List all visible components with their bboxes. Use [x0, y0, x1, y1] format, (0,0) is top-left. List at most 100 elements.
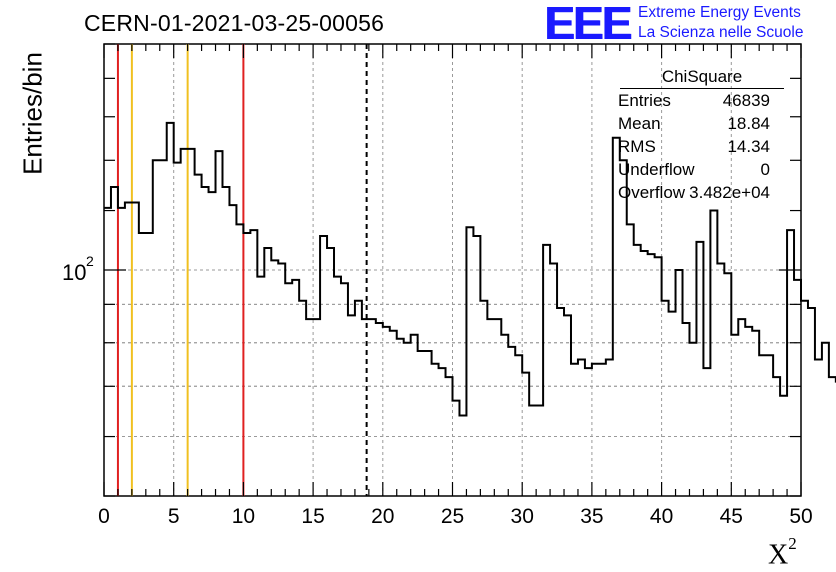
histogram-bin	[759, 355, 766, 496]
histogram-bin	[404, 343, 411, 496]
histogram-bin	[250, 230, 257, 496]
histogram-bin	[209, 192, 216, 496]
y-tick-label: 10	[62, 260, 86, 285]
stats-value: 0	[760, 160, 770, 179]
histogram-bin	[480, 301, 487, 496]
stats-key: Underflow	[618, 160, 695, 179]
histogram-bin	[703, 368, 710, 496]
histogram-bin	[766, 355, 773, 496]
histogram-bin	[662, 301, 669, 496]
histogram-bin	[752, 331, 759, 496]
histogram-bin	[620, 160, 627, 496]
stats-rows: Entries 46839 Mean 18.84 RMS 14.34 Underflow 0 O…	[612, 89, 780, 204]
histogram-bin	[634, 245, 641, 496]
x-tick-label: 10	[232, 505, 255, 528]
stats-value: 3.482e+04	[689, 183, 770, 202]
histogram-bin	[683, 323, 690, 496]
histogram-bin	[216, 151, 223, 496]
histogram-bin	[731, 335, 738, 496]
histogram-bin	[369, 319, 376, 496]
histogram-bin	[815, 359, 822, 496]
histogram-bin	[278, 264, 285, 496]
stats-value: 14.34	[727, 137, 770, 156]
histogram-bin	[306, 319, 313, 496]
histogram-bin	[550, 264, 557, 496]
histogram-bin	[334, 277, 341, 496]
stats-row-mean: Mean 18.84	[612, 112, 780, 135]
histogram-bin	[543, 245, 550, 496]
histogram-bin	[285, 283, 292, 496]
histogram-bin	[536, 405, 543, 496]
histogram-bin	[710, 211, 717, 496]
histogram-bin	[522, 373, 529, 496]
histogram-bin	[508, 347, 515, 496]
histogram-bin	[146, 233, 153, 496]
histogram-bin	[473, 236, 480, 496]
histogram-bin	[397, 339, 404, 496]
histogram-bin	[808, 308, 815, 496]
histogram-bin	[446, 377, 453, 496]
histogram-bin	[376, 323, 383, 496]
histogram-bin	[794, 280, 801, 496]
histogram-bin	[459, 416, 466, 496]
histogram-bin	[229, 205, 236, 496]
histogram-bin	[801, 301, 808, 496]
histogram-bin	[271, 260, 278, 496]
histogram-bin	[341, 283, 348, 496]
histogram-bin	[418, 351, 425, 496]
stats-title: ChiSquare	[620, 66, 784, 89]
histogram-bin	[348, 315, 355, 496]
x-tick-label: 15	[301, 505, 324, 528]
histogram-bin	[585, 368, 592, 496]
histogram-bin	[181, 149, 188, 496]
histogram-bin	[571, 364, 578, 496]
histogram-bin	[773, 377, 780, 496]
y-tick-label-sup: 2	[86, 253, 94, 269]
histogram-bin	[627, 224, 634, 496]
histogram-bin	[439, 368, 446, 496]
histogram-bin	[641, 251, 648, 496]
histogram-bin	[592, 364, 599, 496]
histogram-bin	[390, 331, 397, 496]
histogram-bin	[125, 203, 132, 496]
histogram-bin	[236, 224, 243, 496]
histogram-bin	[195, 175, 202, 496]
histogram-bin	[453, 401, 460, 496]
histogram-bin	[313, 319, 320, 496]
stats-value: 46839	[722, 91, 770, 110]
histogram-bin	[676, 270, 683, 496]
logo-line-2: La Scienza nelle Scuole	[638, 24, 804, 41]
histogram-bin	[104, 208, 111, 496]
histogram-bin	[564, 315, 571, 496]
histogram-bin	[320, 236, 327, 496]
histogram-bin	[411, 335, 418, 496]
histogram-bin	[362, 319, 369, 496]
x-tick-label: 0	[98, 505, 110, 528]
histogram-bin	[599, 364, 606, 496]
stats-box: ChiSquare Entries 46839 Mean 18.84 RMS 14.34 U…	[612, 66, 784, 204]
histogram-bin	[292, 280, 299, 496]
x-axis-label-sup: 2	[788, 534, 797, 553]
histogram-bin	[264, 248, 271, 496]
histogram-bin	[717, 264, 724, 496]
histogram-bin	[501, 335, 508, 496]
x-tick-label: 5	[168, 505, 180, 528]
histogram-bin	[153, 160, 160, 496]
x-tick-label: 20	[371, 505, 394, 528]
histogram-bin	[257, 277, 264, 496]
histogram-bin	[494, 319, 501, 496]
histogram-bin	[425, 351, 432, 496]
stats-row-overflow: Overflow 3.482e+04	[612, 181, 780, 204]
histogram-bin	[202, 187, 209, 496]
histogram-bin	[167, 123, 174, 496]
histogram-series	[104, 121, 836, 417]
x-axis-label: X2	[768, 534, 797, 571]
stats-row-underflow: Underflow 0	[612, 158, 780, 181]
histogram-bin	[669, 312, 676, 496]
histogram-bin	[118, 208, 125, 496]
x-tick-label: 25	[441, 505, 464, 528]
histogram-bin	[432, 364, 439, 496]
histogram-bin	[243, 233, 250, 496]
